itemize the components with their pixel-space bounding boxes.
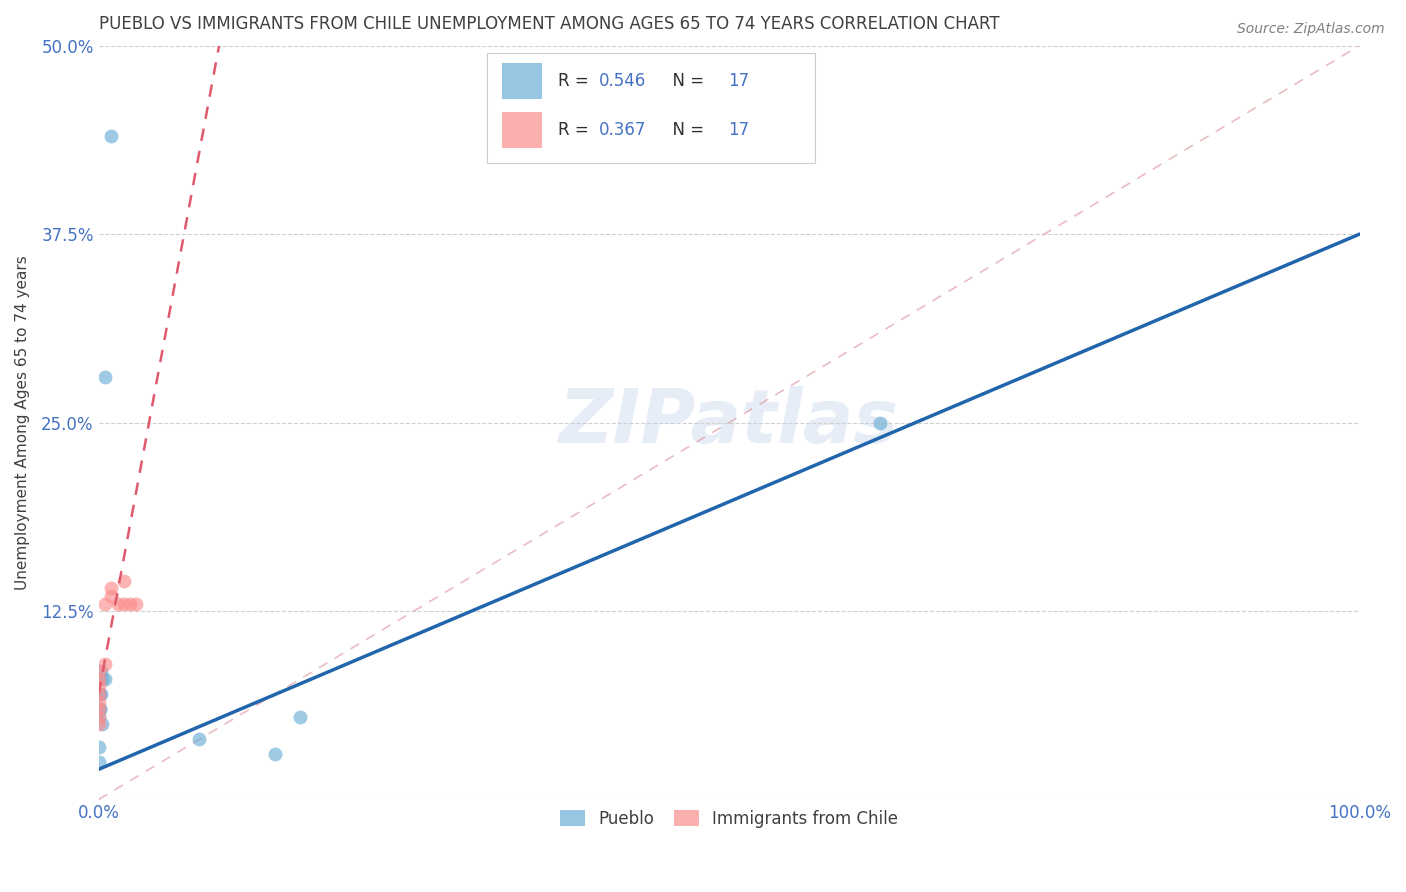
Point xyxy=(87,739,110,754)
Point xyxy=(87,694,110,708)
Point xyxy=(89,702,111,716)
Point xyxy=(100,582,122,596)
FancyBboxPatch shape xyxy=(486,54,815,162)
Text: N =: N = xyxy=(662,121,710,139)
Point xyxy=(100,129,122,144)
Bar xyxy=(502,63,543,99)
Point xyxy=(188,732,211,747)
Point xyxy=(87,755,110,769)
Point xyxy=(94,370,117,384)
Text: R =: R = xyxy=(558,72,593,90)
Point xyxy=(87,709,110,723)
Point xyxy=(112,574,135,588)
Point xyxy=(100,589,122,603)
Point xyxy=(87,680,110,694)
Point xyxy=(869,416,891,430)
Point xyxy=(87,709,110,723)
Point xyxy=(89,687,111,701)
Text: Source: ZipAtlas.com: Source: ZipAtlas.com xyxy=(1237,22,1385,37)
Text: 0.546: 0.546 xyxy=(599,72,647,90)
Point xyxy=(89,702,111,716)
Y-axis label: Unemployment Among Ages 65 to 74 years: Unemployment Among Ages 65 to 74 years xyxy=(15,255,30,590)
Point xyxy=(90,672,112,686)
Text: 17: 17 xyxy=(728,121,749,139)
Text: PUEBLO VS IMMIGRANTS FROM CHILE UNEMPLOYMENT AMONG AGES 65 TO 74 YEARS CORRELATI: PUEBLO VS IMMIGRANTS FROM CHILE UNEMPLOY… xyxy=(98,15,1000,33)
Point xyxy=(90,665,112,679)
Point xyxy=(125,597,148,611)
Point xyxy=(87,702,110,716)
Point xyxy=(94,657,117,671)
Point xyxy=(87,665,110,679)
Point xyxy=(120,597,142,611)
Text: R =: R = xyxy=(558,121,593,139)
Point xyxy=(94,597,117,611)
Text: 0.367: 0.367 xyxy=(599,121,647,139)
Text: 17: 17 xyxy=(728,72,749,90)
Point xyxy=(112,597,135,611)
Point xyxy=(90,687,112,701)
Point xyxy=(94,672,117,686)
Point xyxy=(107,597,129,611)
Point xyxy=(91,717,114,731)
Legend: Pueblo, Immigrants from Chile: Pueblo, Immigrants from Chile xyxy=(551,802,907,837)
Point xyxy=(87,672,110,686)
Point xyxy=(264,747,287,762)
Text: N =: N = xyxy=(662,72,710,90)
Point xyxy=(87,717,110,731)
Point xyxy=(290,709,312,723)
Text: ZIPatlas: ZIPatlas xyxy=(560,386,898,459)
Bar xyxy=(502,112,543,148)
Point xyxy=(87,687,110,701)
